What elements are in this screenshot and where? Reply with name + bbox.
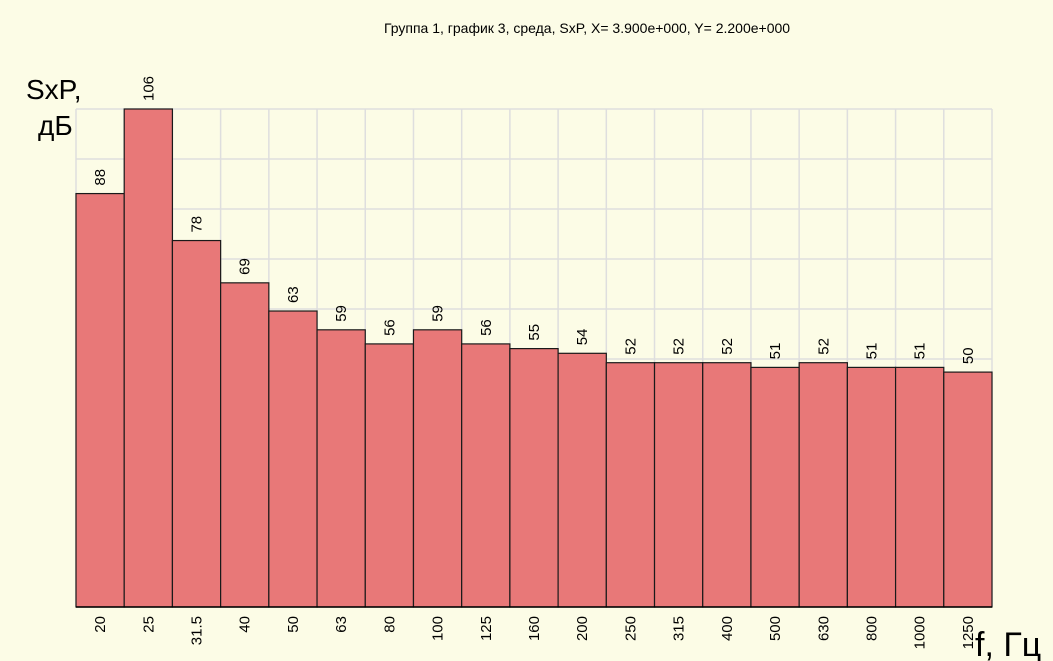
bars <box>75 108 993 608</box>
value-label-80: 56 <box>381 319 398 336</box>
x-tick-500: 500 <box>767 616 784 641</box>
x-tick-630: 630 <box>815 616 832 641</box>
value-label-200: 54 <box>574 329 591 346</box>
y-axis-label-line2: дБ <box>38 110 73 141</box>
x-tick-labels: 20 25 31.5 40 50 63 80 100 125 160 200 250 315 400 500… <box>92 616 977 649</box>
value-label-400: 52 <box>719 338 736 355</box>
x-tick-50: 50 <box>285 616 302 633</box>
value-label-315: 52 <box>671 338 688 355</box>
value-label-20: 88 <box>92 169 109 186</box>
value-labels: 88 106 78 69 63 59 56 59 56 55 54 52 52 52 51 52 51 51 50 <box>92 76 977 364</box>
x-tick-250: 250 <box>622 616 639 641</box>
bar-630 <box>798 362 848 608</box>
value-label-100: 59 <box>430 305 447 322</box>
x-tick-1000: 1000 <box>912 616 929 649</box>
x-axis-label: f, Гц <box>975 626 1041 661</box>
value-label-800: 51 <box>863 343 880 360</box>
bar-250 <box>605 362 656 608</box>
x-tick-20: 20 <box>92 616 109 633</box>
bar-63 <box>316 329 366 608</box>
bar-1250 <box>943 371 993 608</box>
value-label-160: 55 <box>526 324 543 341</box>
x-tick-63: 63 <box>333 616 350 633</box>
x-tick-25: 25 <box>140 616 157 633</box>
bar-31.5 <box>171 239 222 608</box>
x-tick-31.5: 31.5 <box>189 616 206 645</box>
x-tick-40: 40 <box>237 616 254 633</box>
x-tick-80: 80 <box>381 616 398 633</box>
bar-100 <box>412 329 463 608</box>
bar-50 <box>268 310 318 608</box>
x-tick-400: 400 <box>719 616 736 641</box>
x-tick-125: 125 <box>478 616 495 641</box>
value-label-1000: 51 <box>912 343 929 360</box>
bar-1000 <box>894 366 945 608</box>
bar-800 <box>846 366 897 608</box>
value-label-31.5: 78 <box>189 216 206 233</box>
bar-400 <box>702 362 752 608</box>
bar-200 <box>557 352 607 608</box>
x-tick-200: 200 <box>574 616 591 641</box>
bar-500 <box>750 366 800 608</box>
value-label-125: 56 <box>478 319 495 336</box>
bar-40 <box>220 282 270 608</box>
x-tick-800: 800 <box>863 616 880 641</box>
bar-125 <box>461 343 511 608</box>
value-label-250: 52 <box>622 338 639 355</box>
y-axis-label-line1: SxP, <box>26 74 82 105</box>
x-tick-315: 315 <box>671 616 688 641</box>
value-label-40: 69 <box>237 258 254 275</box>
bar-20 <box>75 192 125 608</box>
value-label-25: 106 <box>140 76 157 101</box>
value-label-1250: 50 <box>960 347 977 364</box>
x-tick-160: 160 <box>526 616 543 641</box>
bar-25 <box>123 108 174 608</box>
x-tick-1250: 1250 <box>960 616 977 649</box>
bar-160 <box>509 348 559 608</box>
bar-315 <box>653 362 704 608</box>
chart-title: Группа 1, график 3, среда, SxP, X= 3.900… <box>384 20 790 36</box>
value-label-50: 63 <box>285 286 302 303</box>
bar-80 <box>364 343 415 608</box>
value-label-500: 51 <box>767 343 784 360</box>
value-label-63: 59 <box>333 305 350 322</box>
value-label-630: 52 <box>815 338 832 355</box>
x-tick-100: 100 <box>430 616 447 641</box>
